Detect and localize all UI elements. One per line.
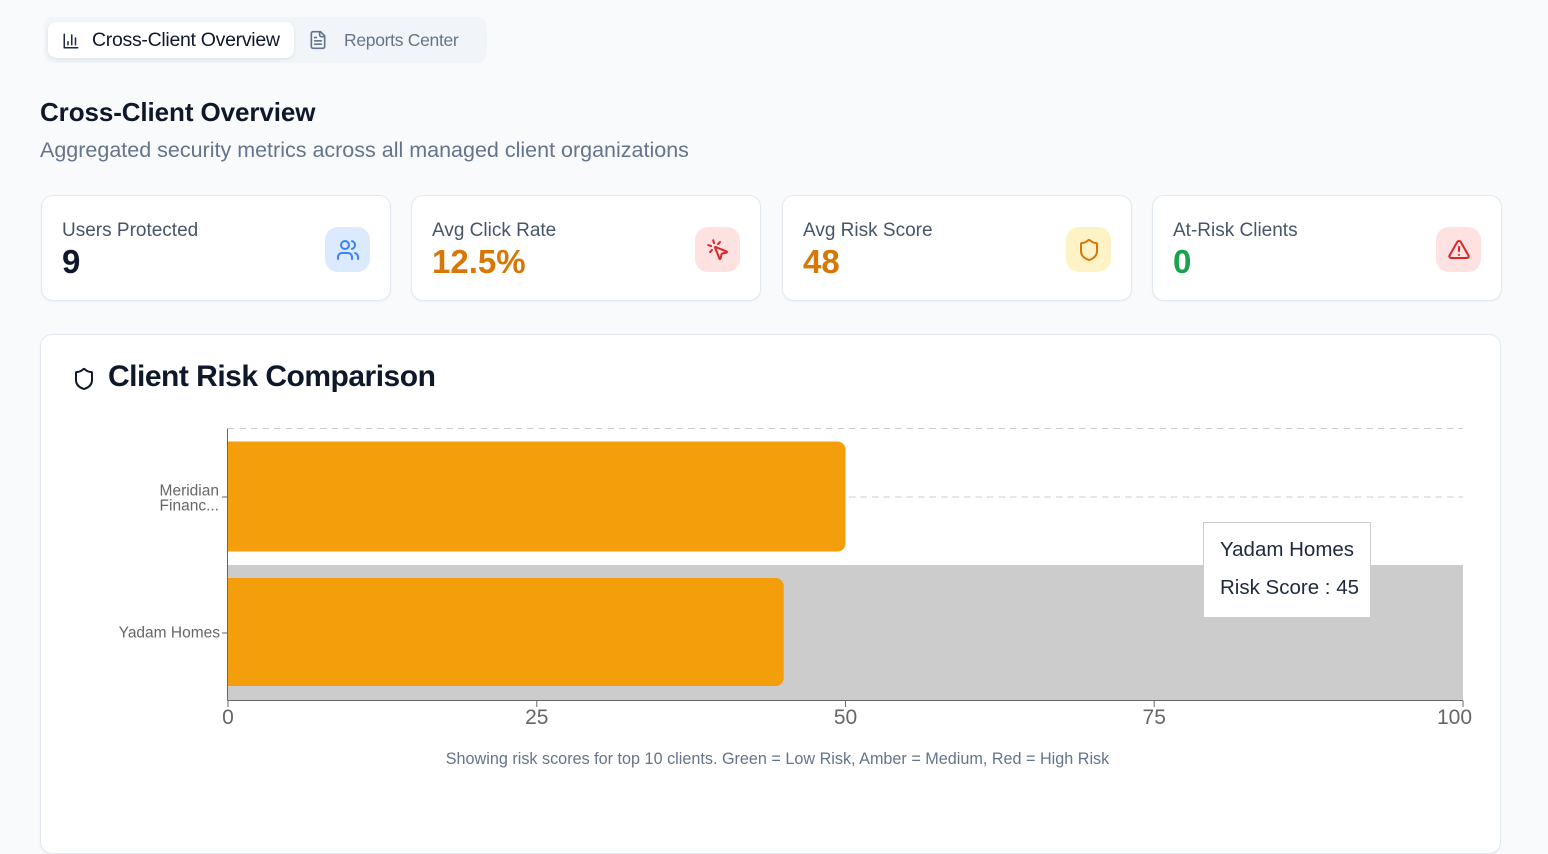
svg-text:Financ...: Financ... — [160, 498, 219, 515]
svg-text:Yadam Homes: Yadam Homes — [119, 625, 221, 642]
svg-text:50: 50 — [834, 706, 857, 729]
svg-text:75: 75 — [1143, 706, 1166, 729]
svg-text:Meridian: Meridian — [160, 483, 219, 500]
svg-text:100: 100 — [1437, 706, 1472, 729]
svg-text:25: 25 — [525, 706, 548, 729]
svg-text:0: 0 — [222, 706, 234, 729]
